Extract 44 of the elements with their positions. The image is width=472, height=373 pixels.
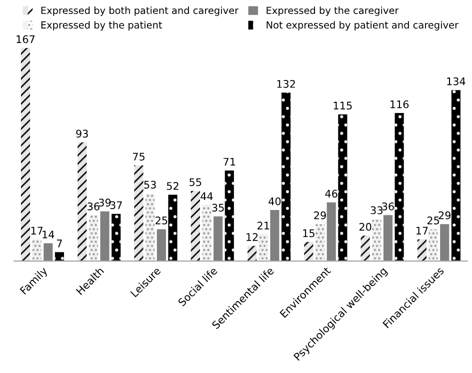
data-label: 29 <box>438 211 451 220</box>
data-label: 75 <box>132 152 144 161</box>
data-label: 55 <box>190 178 202 186</box>
data-label: 36 <box>382 202 394 210</box>
data-label: 12 <box>246 233 258 241</box>
legend-label: Not expressed by patient and caregiver <box>266 21 459 30</box>
data-label: 115 <box>334 102 352 110</box>
bar <box>326 202 336 262</box>
legend-label: Expressed by the patient <box>41 21 162 30</box>
data-label: 52 <box>166 182 178 190</box>
data-label: 17 <box>31 226 43 234</box>
data-label: 17 <box>416 226 428 234</box>
data-label: 116 <box>390 100 409 108</box>
data-label: 40 <box>268 197 281 206</box>
bar <box>44 243 53 262</box>
bar <box>156 229 166 262</box>
bar <box>100 211 110 262</box>
data-label: 25 <box>427 216 440 224</box>
legend-label: Expressed by the caregiver <box>266 6 399 16</box>
data-label: 134 <box>447 77 466 86</box>
data-label: 35 <box>212 204 224 212</box>
legend-label: Expressed by both patient and caregiver <box>41 6 239 16</box>
bar <box>214 216 223 262</box>
data-label: 44 <box>200 192 213 200</box>
data-label: 29 <box>314 211 326 220</box>
data-label: 15 <box>303 229 314 238</box>
data-label: 14 <box>42 230 54 238</box>
data-label: 20 <box>359 222 372 231</box>
data-label: 21 <box>258 222 270 230</box>
bar <box>383 215 393 262</box>
data-label: 7 <box>57 240 62 248</box>
data-label: 25 <box>156 216 168 224</box>
data-label: 46 <box>325 190 338 198</box>
bar <box>270 210 280 262</box>
data-label: 53 <box>144 180 156 189</box>
data-label: 36 <box>88 202 100 210</box>
data-label: 132 <box>277 80 295 88</box>
data-label: 37 <box>110 201 122 210</box>
data-label: 93 <box>76 130 88 138</box>
data-label: 167 <box>16 35 35 44</box>
data-label: 71 <box>224 158 236 166</box>
bar <box>440 224 450 262</box>
data-label: 39 <box>98 198 111 207</box>
data-label: 33 <box>370 206 382 214</box>
